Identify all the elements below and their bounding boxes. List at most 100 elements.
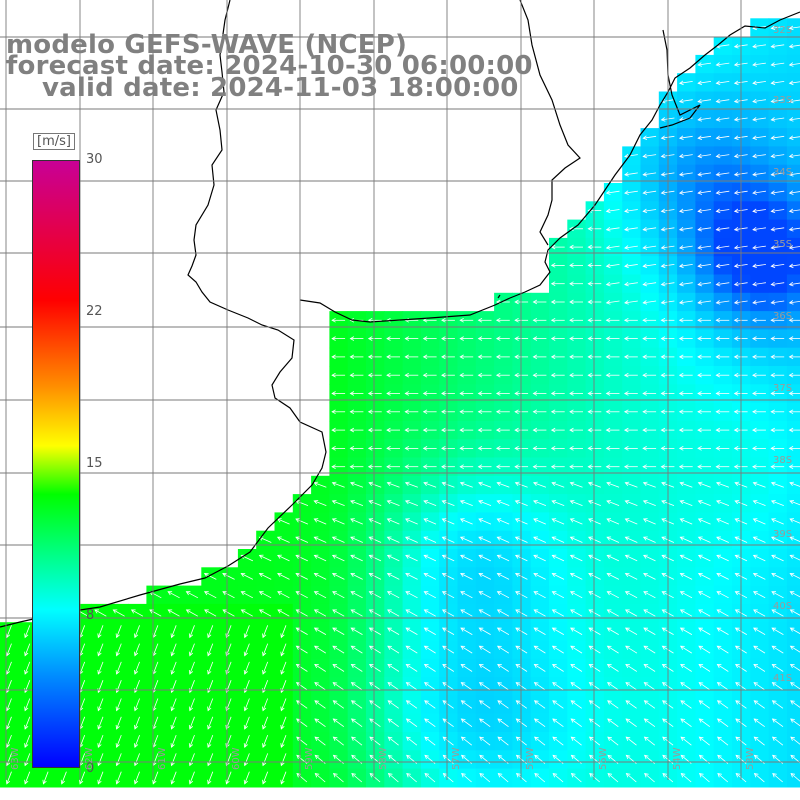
wind-arrow <box>367 391 382 396</box>
wind-arrow <box>770 263 785 269</box>
wind-arrow <box>752 518 766 525</box>
wind-arrow <box>587 299 602 305</box>
wind-arrow <box>422 336 437 341</box>
wind-arrow <box>495 409 510 415</box>
wind-arrow <box>313 645 327 654</box>
wind-arrow <box>262 698 269 712</box>
wind-arrow <box>587 317 602 323</box>
lon-label: 54W <box>672 747 683 770</box>
wind-arrow <box>349 354 364 360</box>
wind-arrow <box>515 736 527 746</box>
wind-arrow <box>642 372 657 378</box>
wind-arrow <box>495 464 510 469</box>
wind-arrow <box>405 663 418 672</box>
wind-arrow <box>423 481 437 488</box>
wind-arrow <box>697 500 711 506</box>
wind-arrow <box>314 736 326 746</box>
wind-arrow <box>642 446 657 451</box>
wind-arrow <box>405 682 418 691</box>
wind-arrow <box>717 736 729 746</box>
wind-arrow <box>350 718 363 728</box>
wind-arrow <box>624 300 638 305</box>
wind-arrow <box>642 245 657 250</box>
wind-arrow <box>203 591 217 599</box>
wind-arrow <box>188 661 195 675</box>
wind-cell <box>786 494 800 513</box>
wind-arrow <box>331 554 345 562</box>
wind-arrow <box>569 263 583 268</box>
wind-arrow <box>460 718 473 728</box>
wind-arrow <box>788 172 800 177</box>
wind-arrow <box>678 427 693 433</box>
wind-arrow <box>588 682 601 691</box>
wind-arrow <box>386 573 400 580</box>
wind-arrow <box>442 645 455 654</box>
wind-arrow <box>331 336 346 341</box>
wind-arrow <box>715 172 730 177</box>
wind-arrow <box>387 663 400 672</box>
wind-arrow <box>5 643 12 657</box>
wind-arrow <box>752 317 766 323</box>
wind-arrow <box>752 208 766 214</box>
wind-arrow <box>496 536 510 543</box>
wind-cell <box>786 750 800 770</box>
wind-arrow <box>478 500 492 506</box>
wind-arrow <box>185 591 199 599</box>
wind-arrow <box>715 354 730 360</box>
wind-arrow <box>588 591 601 599</box>
wind-arrow <box>679 500 693 506</box>
wind-arrow <box>642 518 656 525</box>
wind-arrow <box>515 609 528 617</box>
wind-arrow <box>588 663 601 672</box>
wind-arrow <box>643 591 656 599</box>
wind-arrow <box>643 554 656 562</box>
wind-arrow <box>459 409 474 415</box>
lon-label: 59W <box>304 747 315 770</box>
wind-arrow <box>623 354 638 360</box>
wind-arrow <box>679 536 693 543</box>
wind-arrow <box>515 700 528 709</box>
wind-arrow <box>459 446 474 451</box>
wind-arrow <box>624 208 638 214</box>
wind-arrow <box>642 481 656 488</box>
wind-arrow <box>24 661 31 675</box>
wind-arrow <box>350 573 363 580</box>
wind-arrow <box>680 700 692 709</box>
wind-arrow <box>5 661 12 675</box>
wind-arrow <box>367 446 382 451</box>
wind-arrow <box>715 117 730 122</box>
wind-arrow <box>533 500 547 506</box>
wind-arrow <box>697 98 712 104</box>
wind-arrow <box>514 554 528 562</box>
wind-arrow <box>770 281 785 287</box>
wind-arrow <box>331 317 346 323</box>
wind-arrow <box>349 464 364 469</box>
wind-arrow <box>752 336 766 341</box>
wind-arrow <box>115 734 122 748</box>
wind-arrow <box>715 98 730 104</box>
wind-arrow <box>715 446 730 451</box>
wind-arrow <box>367 354 382 360</box>
wind-arrow <box>479 700 491 709</box>
wind-arrow <box>296 736 308 746</box>
wind-arrow <box>570 645 583 654</box>
wind-arrow <box>369 718 381 728</box>
wind-arrow <box>624 190 638 195</box>
wind-arrow <box>643 718 656 728</box>
legend-tick-22: 22 <box>86 304 103 319</box>
wind-arrow <box>422 317 437 323</box>
wind-arrow <box>752 281 766 287</box>
wind-arrow <box>243 753 250 767</box>
wind-arrow <box>715 317 730 323</box>
wind-arrow <box>477 427 492 433</box>
wind-arrow <box>514 500 528 506</box>
wind-arrow <box>752 354 766 360</box>
wind-arrow <box>495 372 510 378</box>
wind-arrow <box>386 336 400 341</box>
wind-arrow <box>788 62 800 67</box>
wind-arrow <box>715 263 730 269</box>
wind-arrow <box>240 591 253 599</box>
legend-unit: [m/s] <box>33 133 75 150</box>
wind-arrow <box>170 625 177 639</box>
